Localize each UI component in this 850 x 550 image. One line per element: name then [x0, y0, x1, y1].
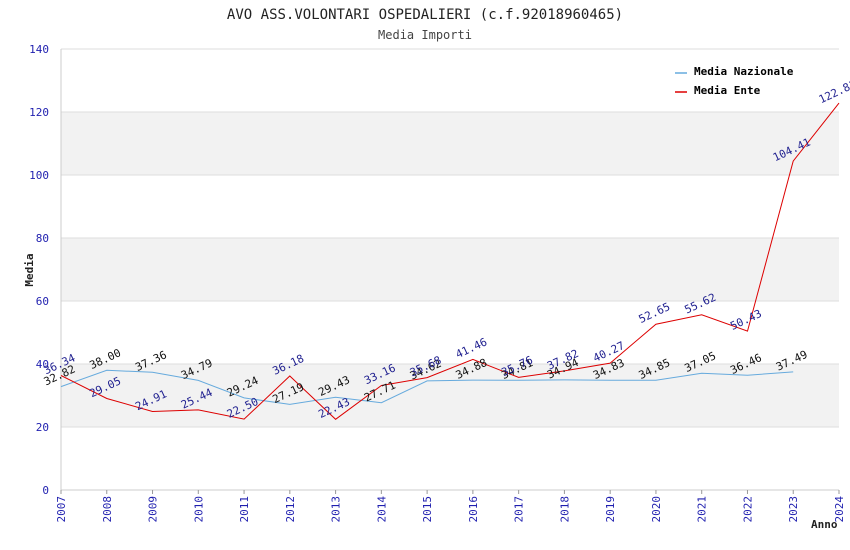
legend-label-ente: Media Ente	[694, 84, 761, 97]
axes: 0 20 40 60 80 100 120 140 2007 2008 2009 2010 2011 20…	[29, 43, 846, 523]
x-axis-label: Anno	[811, 518, 838, 531]
x-tick-label: 2012	[284, 496, 297, 523]
x-tick-label: 2016	[467, 496, 480, 523]
x-tick-label: 2010	[192, 496, 205, 523]
legend: Media Nazionale Media Ente	[675, 65, 794, 97]
x-tick-label: 2019	[604, 496, 617, 523]
background-band	[61, 238, 839, 301]
y-tick-label: 140	[29, 43, 49, 56]
y-tick-label: 60	[36, 295, 49, 308]
x-tick-label: 2024	[833, 496, 846, 523]
y-tick-label: 80	[36, 232, 49, 245]
x-tick-label: 2009	[147, 496, 160, 523]
x-tick-label: 2008	[101, 496, 114, 523]
x-tick-label: 2021	[696, 496, 709, 523]
x-tick-label: 2022	[741, 496, 754, 523]
background-band	[61, 112, 839, 175]
gridlines	[61, 48, 839, 491]
x-tick-label: 2018	[558, 496, 571, 523]
series-line-ente	[60, 102, 840, 420]
y-tick-label: 120	[29, 106, 49, 119]
x-tick-label: 2020	[650, 496, 663, 523]
background-band	[61, 364, 839, 427]
background-bands	[61, 112, 839, 427]
chart-title: AVO ASS.VOLONTARI OSPEDALIERI (c.f.92018…	[227, 7, 623, 23]
x-tick-label: 2015	[421, 496, 434, 523]
y-tick-label: 20	[36, 421, 49, 434]
y-tick-label: 100	[29, 169, 49, 182]
chart-subtitle: Media Importi	[378, 28, 472, 42]
x-tick-label: 2013	[330, 496, 343, 523]
x-tick-label: 2017	[513, 496, 526, 523]
legend-label-nazionale: Media Nazionale	[694, 65, 794, 78]
data-label-ente: 122.81	[817, 78, 850, 107]
series-lines	[60, 102, 840, 420]
data-label-ente: 50.43	[728, 307, 764, 333]
x-tick-label: 2023	[787, 496, 800, 523]
x-tick-label: 2014	[375, 496, 388, 523]
x-tick-label: 2007	[55, 496, 68, 523]
x-tick-label: 2011	[238, 496, 251, 523]
series-line-nazionale	[60, 369, 794, 405]
y-axis-label: Media	[23, 253, 36, 286]
y-tick-label: 40	[36, 358, 49, 371]
y-tick-label: 0	[42, 484, 49, 497]
